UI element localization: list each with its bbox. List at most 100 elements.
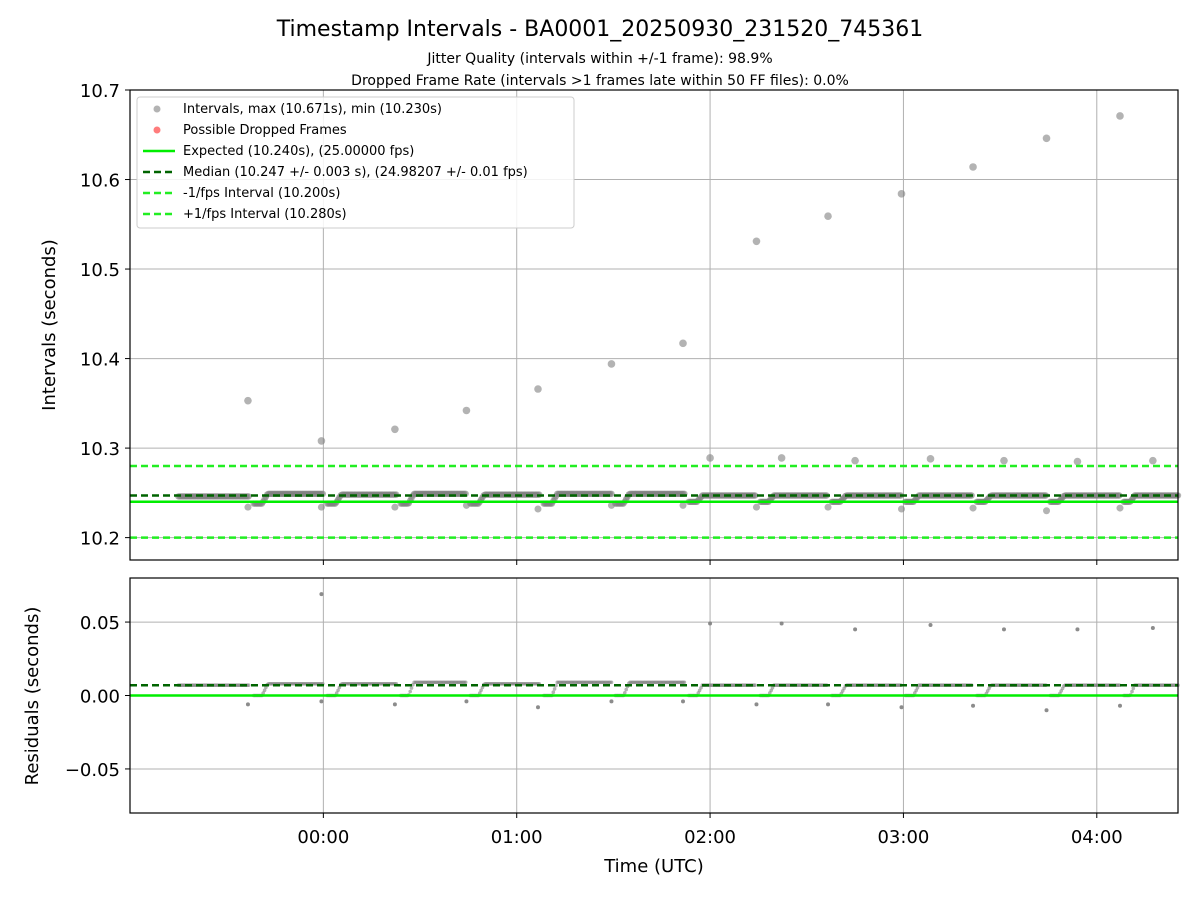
residual-point: [463, 680, 468, 685]
intervals-reference-lines: [130, 464, 1178, 539]
legend-label-median: Median (10.247 +/- 0.003 s), (24.98207 +…: [183, 165, 528, 180]
interval-low-point: [1043, 507, 1051, 515]
x-tick-label: 00:00: [297, 827, 349, 848]
residual-low-point: [1044, 708, 1049, 713]
legend-marker-intervals: [153, 105, 161, 113]
residual-point: [753, 683, 757, 687]
residual-point: [246, 683, 251, 687]
residual-outlier-point: [1150, 625, 1155, 630]
legend-label-minus-one-frame: -1/fps Interval (10.200s): [183, 186, 340, 201]
interval-low-point: [607, 501, 615, 509]
residual-low-point: [319, 699, 324, 704]
residual-point: [264, 685, 268, 690]
interval-outlier-point: [777, 454, 786, 462]
residuals-y-tick-label: 0.00: [80, 687, 120, 708]
interval-outlier-point: [1073, 457, 1082, 466]
residual-point: [408, 689, 413, 694]
residual-point: [336, 688, 340, 693]
residuals-reference-lines: [130, 683, 1178, 697]
legend-box: [136, 96, 575, 229]
residual-point: [609, 680, 614, 685]
interval-low-point: [534, 505, 542, 513]
residual-low-point: [754, 702, 759, 707]
intervals-y-tick-label: 10.3: [80, 439, 120, 460]
interval-outlier-point: [317, 437, 326, 445]
residuals-y-tick-label: 0.05: [80, 613, 120, 634]
intervals-y-axis-label: Intervals (seconds): [39, 239, 60, 411]
interval-low-point: [969, 504, 977, 512]
residual-point: [623, 691, 627, 695]
residual-outlier-point: [1001, 627, 1006, 632]
residual-point: [337, 685, 342, 690]
residuals-y-ticks: 0.05 0.00 −0.05: [65, 613, 130, 781]
intervals-y-tick-label: 10.6: [80, 171, 120, 192]
legend-label-dropped: Possible Dropped Frames: [183, 123, 347, 138]
chart-subtitle-dropped: Dropped Frame Rate (intervals >1 frames …: [351, 73, 849, 89]
legend-label-expected: Expected (10.240s), (25.00000 fps): [183, 144, 414, 159]
interval-outlier-point: [897, 190, 906, 198]
interval-low-point: [824, 503, 832, 511]
interval-outlier-point: [391, 425, 399, 434]
residual-point: [409, 686, 414, 690]
interval-point: [1116, 492, 1123, 499]
residual-point: [682, 680, 687, 685]
interval-low-point: [897, 505, 905, 513]
residual-low-point: [1117, 703, 1122, 708]
residual-outlier-point: [708, 621, 713, 626]
residual-low-point: [392, 702, 397, 707]
chart-title: Timestamp Intervals - BA0001_20250930_23…: [276, 17, 924, 42]
interval-outlier-point: [851, 456, 859, 465]
interval-low-point: [462, 501, 470, 509]
residuals-panel: 0.050.00−0.05 00:00 01:00 02:00 03:00 04:00 …: [22, 577, 1180, 877]
interval-point: [751, 492, 759, 499]
interval-low-point: [244, 503, 252, 511]
interval-low-point: [752, 503, 760, 511]
intervals-y-ticks: 10.2 10.3 10.4 10.5 10.6 10.7: [80, 81, 130, 550]
residual-point: [261, 691, 266, 695]
residual-low-point: [826, 702, 831, 707]
x-axis-label: Time (UTC): [603, 856, 704, 877]
intervals-axes-frame: [129, 89, 1179, 561]
intervals-x-tick-marks: [322, 560, 1098, 565]
x-tick-label: 04:00: [1071, 827, 1123, 848]
residual-point: [1130, 689, 1134, 694]
interval-point: [245, 493, 252, 500]
interval-low-point: [391, 503, 399, 511]
intervals-y-tick-label: 10.2: [80, 529, 120, 550]
residual-outlier-point: [928, 623, 933, 627]
interval-outlier-point: [534, 385, 542, 393]
residual-point: [334, 691, 339, 695]
legend-label-plus-one-frame: +1/fps Interval (10.280s): [183, 207, 347, 222]
residual-low-point: [609, 699, 614, 704]
residual-point: [262, 688, 267, 693]
interval-outlier-point: [679, 339, 687, 348]
x-tick-label: 02:00: [684, 827, 736, 848]
intervals-panel: 10.2 10.3 10.4 10.5 10.6 10.7 Intervals (seco…: [39, 81, 1182, 565]
interval-low-point: [317, 503, 325, 511]
residual-low-point: [899, 705, 904, 710]
x-tick-label: 01:00: [491, 827, 543, 848]
residual-low-point: [464, 699, 469, 704]
residual-outlier-point: [779, 621, 784, 626]
x-tick-label: 03:00: [877, 827, 929, 848]
residual-outlier-point: [853, 627, 858, 632]
interval-outlier-point: [462, 406, 471, 415]
residuals-x-ticks: 00:00 01:00 02:00 03:00 04:00: [297, 813, 1123, 848]
residuals-y-tick-label: −0.05: [65, 760, 120, 781]
interval-outlier-point: [244, 396, 252, 405]
residual-point: [554, 683, 558, 688]
residual-point: [480, 685, 485, 690]
interval-outlier-point: [1149, 456, 1157, 465]
legend-label-intervals: Intervals, max (10.671s), min (10.230s): [183, 102, 442, 117]
residual-point: [479, 688, 483, 693]
residual-low-point: [535, 705, 540, 710]
interval-outlier-point: [1116, 112, 1124, 120]
chart-legend: Intervals, max (10.671s), min (10.230s) …: [136, 96, 575, 229]
chart-subtitle-jitter: Jitter Quality (intervals within +/-1 fr…: [426, 51, 772, 67]
interval-low-point: [1116, 504, 1124, 512]
residuals-series: [176, 592, 1180, 713]
intervals-y-tick-label: 10.7: [80, 81, 120, 102]
residual-point: [552, 687, 557, 691]
residual-point: [624, 687, 628, 692]
